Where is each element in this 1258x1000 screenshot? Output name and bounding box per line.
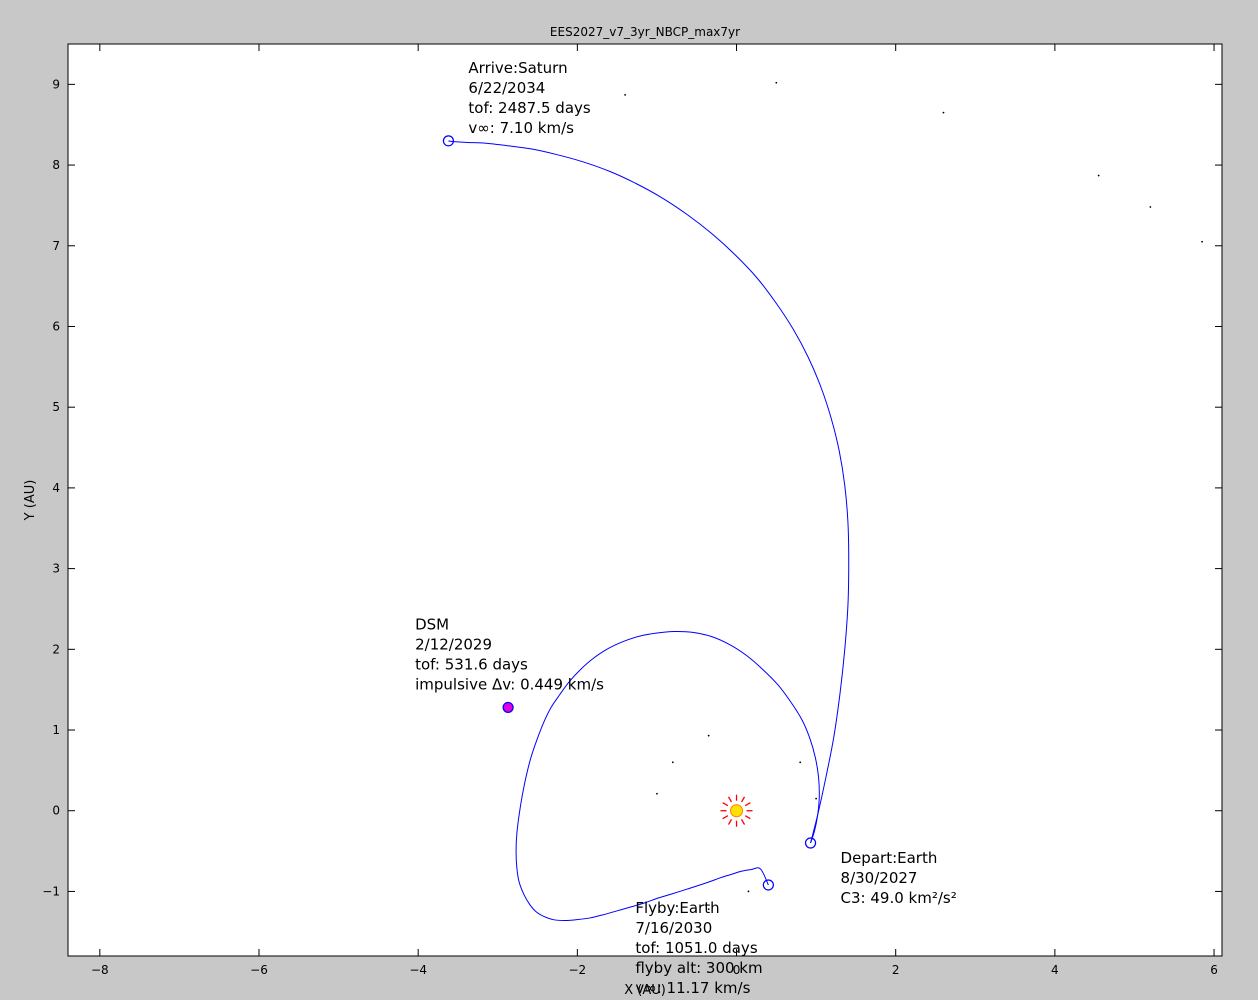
event-label-line: Flyby:Earth: [635, 899, 719, 917]
sun-ray: [744, 815, 751, 820]
sun-ray: [744, 802, 751, 807]
event-label-line: impulsive Δv: 0.449 km/s: [415, 675, 604, 693]
y-tick-label: 0: [52, 804, 60, 818]
background-dot: [671, 761, 674, 764]
sun-icon: [730, 804, 744, 818]
sun-ray: [727, 819, 733, 825]
background-dot: [815, 797, 818, 800]
event-label: Depart:Earth 8/30/2027 C3: 49.0 km²/s²: [841, 849, 957, 907]
y-tick-label: 8: [52, 158, 60, 172]
event-label-line: tof: 531.6 days: [415, 655, 528, 673]
sun-ray: [722, 802, 729, 807]
y-tick-label: 5: [52, 400, 60, 414]
plot-marks: [448, 81, 1204, 921]
background-dot: [707, 908, 710, 911]
y-tick-label: 7: [52, 239, 60, 253]
x-tick-label: 0: [733, 963, 741, 977]
background-dot: [624, 93, 627, 96]
background-dot: [1097, 174, 1100, 177]
event-label-line: Depart:Earth: [841, 849, 938, 867]
y-tick-label: −1: [42, 884, 60, 898]
event-marker: [442, 135, 455, 147]
event-label-line: 8/30/2027: [841, 869, 918, 887]
y-axis-label: Y (AU): [23, 480, 38, 522]
event-label-line: 7/16/2030: [635, 919, 712, 937]
event-label-line: 6/22/2034: [468, 79, 545, 97]
x-tick-label: −4: [409, 963, 427, 977]
event-label-line: tof: 2487.5 days: [468, 99, 590, 117]
background-dot: [942, 111, 945, 114]
background-dot: [775, 81, 778, 84]
sun-ray: [722, 815, 729, 820]
event-label: Flyby:Earth 7/16/2030 tof: 1051.0 days flyb…: [635, 899, 762, 997]
event-label: DSM 2/12/2029 tof: 531.6 days impulsive Δv:…: [415, 615, 604, 693]
event-marker: [762, 879, 774, 891]
event-label-line: v∞: 11.17 km/s: [635, 979, 750, 997]
x-tick-label: −8: [91, 963, 109, 977]
background-dot: [656, 792, 658, 795]
event-label-line: flyby alt: 300 km: [635, 959, 762, 977]
event-label-line: DSM: [415, 615, 449, 633]
event-label-line: Arrive:Saturn: [468, 59, 567, 77]
event-label-line: 2/12/2029: [415, 635, 492, 653]
y-tick-label: 2: [52, 642, 60, 656]
sun-ray: [727, 796, 733, 803]
x-tick-label: −2: [569, 963, 587, 977]
trajectory-segment-2: [448, 140, 850, 844]
event-label: Arrive:Saturn 6/22/2034 tof: 2487.5 days v∞…: [468, 59, 590, 137]
background-dot: [1201, 240, 1204, 243]
background-dot: [1149, 206, 1152, 208]
trajectory-segment-1: [515, 631, 820, 921]
event-label-line: v∞: 7.10 km/s: [468, 119, 574, 137]
event-label-line: tof: 1051.0 days: [635, 939, 757, 957]
event-annotations: Depart:Earth 8/30/2027 C3: 49.0 km²/s² DSM 2…: [415, 59, 957, 997]
y-tick-label: 3: [52, 562, 60, 576]
y-tick-label: 9: [52, 77, 60, 91]
x-tick-label: 2: [892, 963, 900, 977]
x-tick-label: 6: [1210, 963, 1218, 977]
background-dot: [707, 734, 710, 737]
background-dot: [747, 890, 750, 893]
plot-area: [67, 43, 1223, 957]
y-tick-label: 1: [52, 723, 60, 737]
event-marker: [804, 837, 817, 849]
axis-ticks: −8 −6 −4 −2 0 2 4 6 −1 0 1 2 3 4 5 6 7 8 9: [42, 44, 1222, 977]
x-tick-label: −6: [250, 963, 268, 977]
x-tick-label: 4: [1051, 963, 1059, 977]
y-tick-label: 6: [52, 319, 60, 333]
event-label-line: C3: 49.0 km²/s²: [841, 889, 957, 907]
x-axis-label: X (AU): [624, 983, 666, 998]
y-tick-label: 4: [52, 481, 60, 495]
sun-ray: [740, 796, 746, 803]
chart-title: EES2027_v7_3yr_NBCP_max7yr: [550, 25, 740, 39]
background-dot: [799, 761, 802, 764]
event-marker: [502, 701, 514, 714]
sun-ray: [740, 819, 746, 825]
